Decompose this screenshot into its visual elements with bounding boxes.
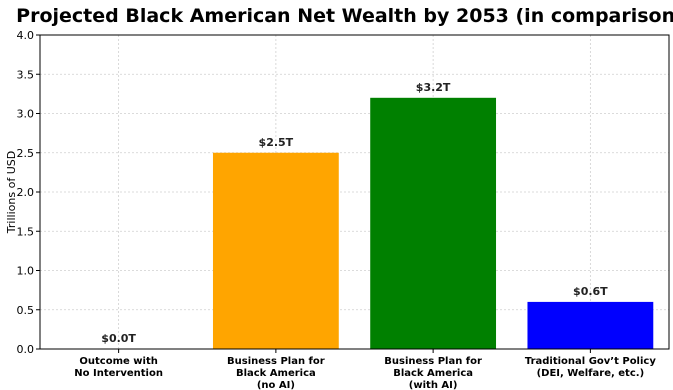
y-tick-label: 3.0 [17, 108, 35, 121]
chart-title: Projected Black American Net Wealth by 2… [16, 5, 673, 27]
x-tick-label-line: Outcome with [79, 356, 157, 367]
y-tick-label: 4.0 [17, 29, 35, 42]
x-tick-label: Traditional Gov’t Policy (DEI, Welfare, e… [525, 356, 656, 379]
x-tick-label-line: Black America [393, 368, 473, 379]
data-label: $2.5T [259, 136, 294, 149]
x-tick-label: Business Plan for Black America (no AI) [227, 356, 325, 390]
label-layer: $0.0T $2.5T $3.2T $0.6T [101, 81, 608, 345]
x-tick-label-line: Business Plan for [384, 356, 482, 367]
tick-layer: 0.0 0.5 1.0 1.5 2.0 2.5 3.0 3.5 4.0 Outcome with N… [17, 29, 657, 390]
bar [527, 301, 654, 349]
y-tick-label: 0.5 [17, 304, 35, 317]
y-axis-label: Trillions of USD [5, 151, 18, 234]
x-tick-label-line: No Intervention [74, 368, 163, 379]
x-tick-label-line: (no AI) [257, 380, 295, 390]
y-tick-label: 0.0 [17, 343, 35, 356]
data-label: $0.6T [573, 285, 608, 298]
y-tick-label: 1.5 [17, 225, 35, 238]
x-tick-label: Outcome with No Intervention [74, 356, 163, 379]
y-tick-label: 2.5 [17, 147, 35, 160]
y-tick-label: 3.5 [17, 68, 35, 81]
x-tick-label-line: Traditional Gov’t Policy [525, 356, 656, 367]
x-tick-label-line: Business Plan for [227, 356, 325, 367]
data-label: $3.2T [416, 81, 451, 94]
x-tick-label-line: (with AI) [409, 380, 458, 390]
x-tick-label: Business Plan for Black America (with AI) [384, 356, 482, 390]
x-tick-label-line: Black America [236, 368, 316, 379]
bar [370, 97, 497, 349]
data-label: $0.0T [101, 332, 136, 345]
y-tick-label: 1.0 [17, 265, 35, 278]
y-tick-label: 2.0 [17, 186, 35, 199]
bar-layer [212, 97, 654, 349]
x-tick-label-line: (DEI, Welfare, etc.) [537, 368, 645, 379]
bar [212, 152, 339, 349]
